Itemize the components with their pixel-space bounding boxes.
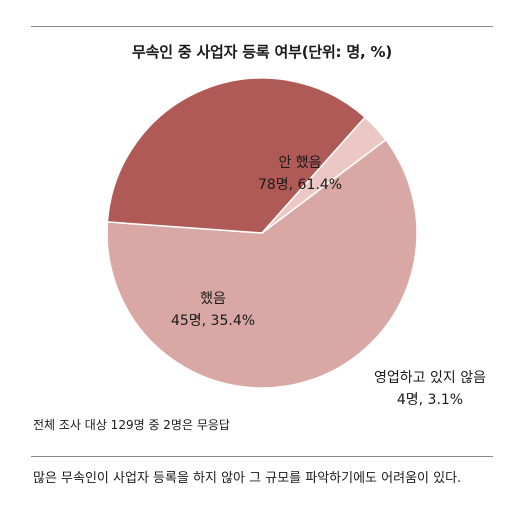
slice-label-1: 안 했음 xyxy=(278,155,321,171)
chart-note: 전체 조사 대상 129명 중 2명은 무응답 xyxy=(33,418,230,432)
bottom-rule xyxy=(31,456,493,457)
chart-title: 무속인 중 사업자 등록 여부(단위: 명, %) xyxy=(132,43,392,61)
slice-value-label-2: 45명, 35.4% xyxy=(171,313,255,329)
pie-slice-3 xyxy=(261,116,387,234)
pie-slice-1 xyxy=(106,138,418,389)
top-rule xyxy=(31,26,493,27)
slice-value-label-3: 4명, 3.1% xyxy=(397,392,463,408)
slice-label-2: 했음 xyxy=(200,291,226,307)
slice-label-3: 영업하고 있지 않음 xyxy=(374,370,486,386)
figure-caption: 많은 무속인이 사업자 등록을 하지 않아 그 규모를 파악하기에도 어려움이 … xyxy=(33,471,462,486)
slice-value-label-1: 78명, 61.4% xyxy=(258,177,342,193)
pie-slice-2 xyxy=(106,77,366,234)
